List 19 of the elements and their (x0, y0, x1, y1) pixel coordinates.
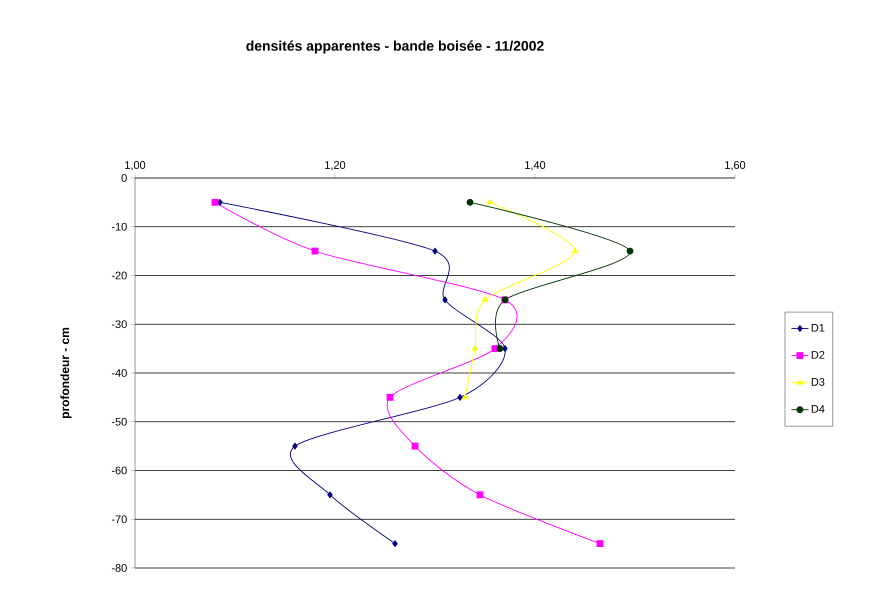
y-tick-label: -50 (112, 418, 127, 426)
x-tick-label: 1,20 (325, 161, 346, 170)
y-tick-label: -30 (112, 320, 127, 328)
y-tick-label: -10 (112, 222, 127, 231)
y-axis-title: profondeur - cm (60, 328, 72, 418)
legend-label: D4 (812, 405, 825, 413)
legend-label: D1 (812, 324, 824, 332)
y-tick-label: -60 (112, 466, 127, 474)
y-tick-label: -40 (112, 369, 127, 377)
x-tick-label: 1,00 (125, 161, 146, 170)
y-tick-label: -70 (112, 515, 127, 524)
legend-label: D3 (812, 378, 824, 386)
chart-title: densités apparentes - bande boisée - 11/2002 (246, 40, 544, 54)
y-tick-label: -80 (112, 564, 127, 572)
y-tick-label: -20 (112, 272, 127, 280)
legend-label: D2 (812, 350, 824, 359)
y-tick-label: 0 (122, 174, 127, 182)
x-tick-label: 1,40 (525, 161, 546, 170)
x-tick-label: 1,60 (725, 161, 746, 170)
